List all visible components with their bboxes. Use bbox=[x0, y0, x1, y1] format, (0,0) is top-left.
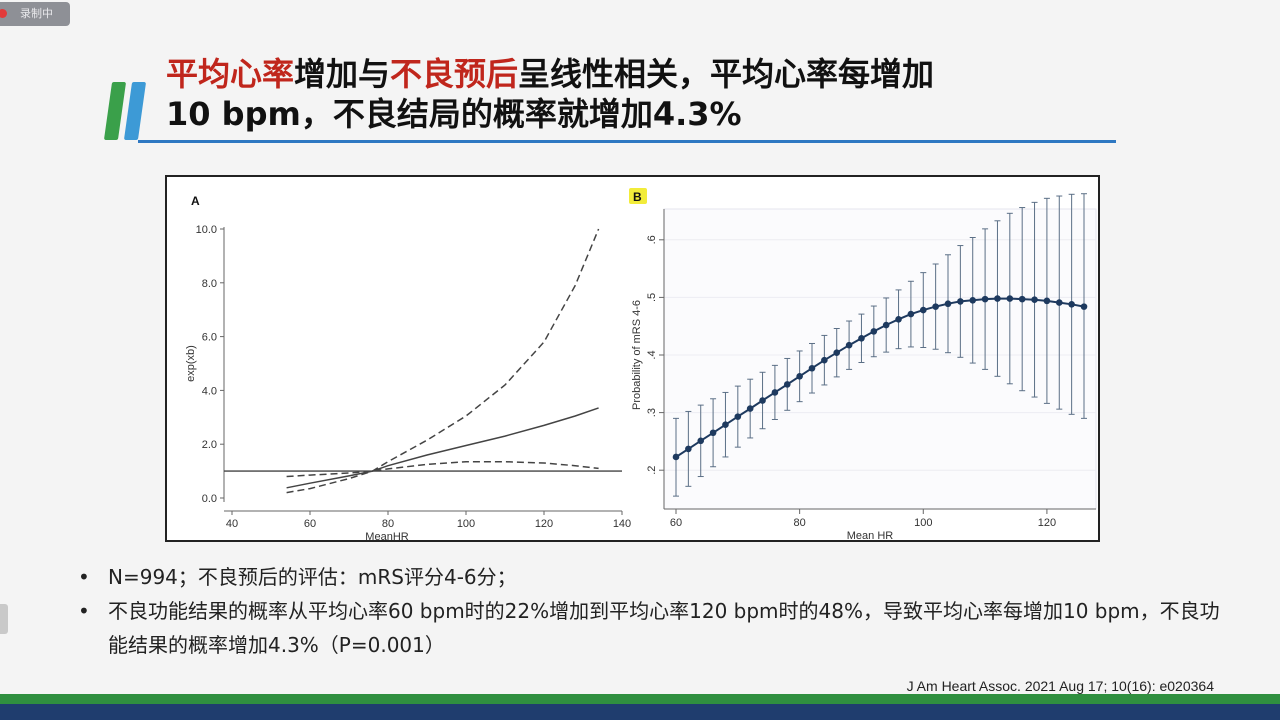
bullet-list: • N=994；不良预后的评估：mRS评分4-6分； • 不良功能结果的概率从平… bbox=[78, 560, 1228, 662]
panel-b-point bbox=[808, 364, 816, 372]
side-panel-handle[interactable] bbox=[0, 604, 8, 634]
panel-b-point bbox=[845, 341, 853, 349]
panel-b-y-label: Probability of mRS 4-6 bbox=[631, 300, 643, 410]
panel-b-y-tick-label: .3 bbox=[646, 408, 658, 417]
panel-a-y-tick-label: 0.0 bbox=[202, 493, 217, 505]
panel-a-letter: A bbox=[191, 194, 200, 208]
panel-a-x-label: MeanHR bbox=[365, 531, 408, 540]
panel-a-x-tick-label: 80 bbox=[382, 518, 394, 530]
panel-b-point bbox=[882, 321, 890, 329]
panel-b-point bbox=[895, 315, 902, 323]
title-accent-bar-green bbox=[103, 82, 127, 140]
panel-b-point bbox=[932, 303, 939, 310]
panel-b-point bbox=[944, 300, 952, 308]
panel-b-point bbox=[1080, 303, 1088, 310]
panel-b-point bbox=[709, 429, 717, 437]
panel-b-point bbox=[1018, 295, 1026, 303]
panel-b-y-tick-label: .5 bbox=[646, 293, 658, 302]
panel-b-estimate-line bbox=[675, 297, 1085, 458]
panel-a-x-tick-label: 140 bbox=[613, 518, 631, 530]
panel-b-point bbox=[1043, 297, 1051, 305]
recording-badge[interactable]: 录制中 bbox=[0, 2, 70, 26]
panel-b-point bbox=[907, 310, 915, 318]
panel-b-x-tick-label: 120 bbox=[1038, 517, 1056, 529]
panel-b-point bbox=[919, 306, 927, 314]
panel-a-estimate-line bbox=[286, 407, 599, 489]
footer-bar-navy bbox=[0, 704, 1280, 720]
panel-a-y-tick-label: 2.0 bbox=[202, 439, 217, 451]
panel-b-point bbox=[672, 453, 680, 461]
panel-b-point bbox=[746, 405, 754, 412]
panel-a-y-tick-label: 6.0 bbox=[202, 332, 217, 344]
panel-b-point bbox=[821, 356, 828, 364]
panel-b-y-tick-label: .4 bbox=[646, 350, 658, 359]
panel-a-x-tick-label: 40 bbox=[226, 518, 238, 530]
panel-a-y-tick-label: 4.0 bbox=[202, 385, 217, 397]
panel-a-ci-line bbox=[286, 228, 600, 494]
bullet-item: • 不良功能结果的概率从平均心率60 bpm时的22%增加到平均心率120 bp… bbox=[78, 594, 1228, 662]
panel-a-x-tick-label: 60 bbox=[304, 518, 316, 530]
panel-b-x-label: Mean HR bbox=[847, 530, 894, 540]
panel-b-plot-area bbox=[663, 208, 1097, 510]
panel-a-x-tick-label: 100 bbox=[457, 518, 475, 530]
panel-a-y-label: exp(xb) bbox=[185, 345, 197, 382]
panel-b-y-tick-label: .6 bbox=[646, 235, 658, 244]
panel-b-point bbox=[1031, 296, 1038, 304]
panel-b-x-tick-label: 100 bbox=[914, 517, 932, 529]
title-text-b: 呈线性相关，平均心率每增加 bbox=[518, 55, 935, 93]
panel-b-point bbox=[994, 295, 1001, 302]
panel-a-x-tick-label: 120 bbox=[535, 518, 553, 530]
panel-b-letter: B bbox=[633, 190, 642, 204]
bullet-text: 不良功能结果的概率从平均心率60 bpm时的22%增加到平均心率120 bpm时… bbox=[108, 599, 1220, 657]
panel-a-ci-line bbox=[286, 460, 599, 478]
panel-b-point bbox=[771, 389, 779, 396]
panel-b-point bbox=[957, 298, 964, 305]
record-dot-icon bbox=[0, 9, 7, 18]
title-line-2: 10 bpm，不良结局的概率就增加4.3% bbox=[166, 95, 742, 133]
panel-b-point bbox=[1068, 301, 1075, 308]
recording-badge-label: 录制中 bbox=[20, 7, 53, 20]
panel-a-y-tick-label: 8.0 bbox=[202, 278, 217, 290]
citation: J Am Heart Assoc. 2021 Aug 17; 10(16): e… bbox=[906, 678, 1214, 694]
panel-b-point bbox=[796, 373, 803, 380]
panel-b-point bbox=[969, 296, 977, 304]
panel-b-point bbox=[981, 295, 989, 303]
bullet-item: • N=994；不良预后的评估：mRS评分4-6分； bbox=[78, 560, 1228, 594]
panel-b-point bbox=[858, 334, 865, 342]
panel-b-point bbox=[1006, 295, 1014, 302]
title-underline bbox=[138, 140, 1116, 143]
title-highlight-poor-outcome: 不良预后 bbox=[390, 55, 519, 93]
footer-bar-green bbox=[0, 694, 1280, 704]
panel-b-letter-highlight bbox=[629, 188, 647, 204]
panel-b-point bbox=[833, 349, 841, 356]
panel-a-y-tick-label: 10.0 bbox=[196, 224, 217, 236]
bullet-symbol: • bbox=[78, 599, 90, 623]
panel-b-y-tick-label: .2 bbox=[646, 466, 658, 475]
panel-b-x-tick-label: 80 bbox=[794, 517, 806, 529]
bullet-symbol: • bbox=[78, 565, 90, 589]
panel-b-x-tick-label: 60 bbox=[670, 517, 682, 529]
panel-b-point bbox=[697, 437, 705, 445]
figure-panel: A 0.0 2.0 4.0 6.0 8.0 10.0 40 60 80 100 120 140 MeanH… bbox=[165, 175, 1100, 542]
panel-b-point bbox=[685, 445, 692, 453]
panel-b-point bbox=[759, 397, 766, 404]
title-highlight-heart-rate: 平均心率 bbox=[166, 55, 295, 93]
title-text-a: 增加与 bbox=[294, 55, 391, 93]
bullet-text: N=994；不良预后的评估：mRS评分4-6分； bbox=[108, 565, 517, 589]
panel-b-point bbox=[783, 381, 791, 388]
panel-b-point bbox=[1055, 299, 1063, 306]
slide-title: 平均心率增加与不良预后呈线性相关，平均心率每增加 10 bpm，不良结局的概率就… bbox=[166, 54, 1116, 134]
title-accent-bar-blue bbox=[123, 82, 147, 140]
panel-b-point bbox=[870, 328, 878, 335]
chart-svg: A 0.0 2.0 4.0 6.0 8.0 10.0 40 60 80 100 120 140 MeanH… bbox=[185, 188, 1097, 540]
panel-b-point bbox=[722, 421, 729, 428]
panel-b-point bbox=[734, 413, 742, 420]
